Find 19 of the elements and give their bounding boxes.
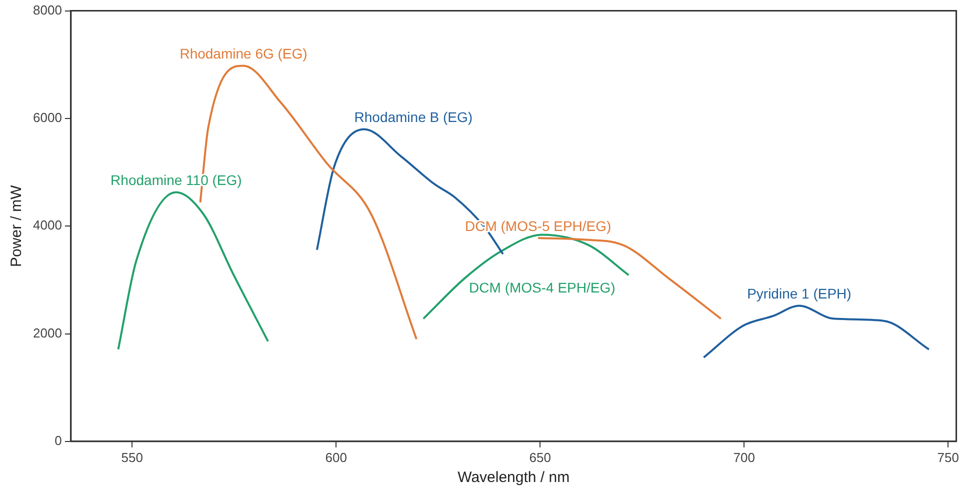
y-axis-title: Power / mW	[8, 184, 26, 267]
series-label: Rhodamine 6G (EG)	[180, 46, 308, 62]
line-series	[422, 234, 630, 320]
y-tick-label: 0	[54, 432, 62, 448]
x-tick-label: 650	[529, 450, 551, 465]
x-tick-label: 550	[121, 450, 143, 465]
x-tick-label: 750	[937, 450, 959, 465]
line-series	[117, 191, 269, 350]
line-series	[702, 304, 930, 358]
y-tick-label: 8000	[33, 2, 62, 18]
series-label: Pyridine 1 (EPH)	[747, 286, 852, 302]
series-label: Rhodamine B (EG)	[354, 109, 473, 126]
x-axis-title: Wavelength / nm	[458, 469, 570, 486]
series-label: DCM (MOS-4 EPH/EG)	[469, 280, 616, 296]
y-tick-label: 6000	[33, 110, 62, 126]
y-tick-label: 2000	[33, 325, 62, 340]
x-tick-label: 600	[325, 450, 347, 465]
x-tick-label: 700	[733, 450, 755, 465]
y-tick-label: 4000	[33, 218, 62, 233]
